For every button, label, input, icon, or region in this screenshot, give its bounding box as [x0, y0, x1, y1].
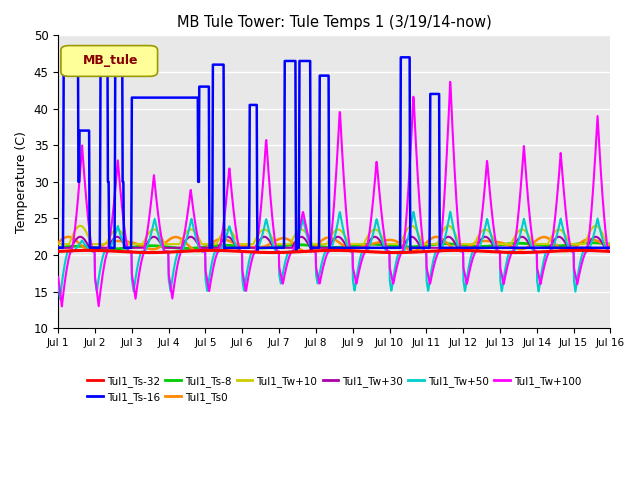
- Title: MB Tule Tower: Tule Temps 1 (3/19/14-now): MB Tule Tower: Tule Temps 1 (3/19/14-now…: [177, 15, 492, 30]
- Y-axis label: Temperature (C): Temperature (C): [15, 131, 28, 233]
- FancyBboxPatch shape: [61, 46, 157, 76]
- Legend: Tul1_Ts-32, Tul1_Ts-16, Tul1_Ts-8, Tul1_Ts0, Tul1_Tw+10, Tul1_Tw+30, Tul1_Tw+50,: Tul1_Ts-32, Tul1_Ts-16, Tul1_Ts-8, Tul1_…: [83, 372, 586, 407]
- Text: MB_tule: MB_tule: [83, 54, 138, 67]
